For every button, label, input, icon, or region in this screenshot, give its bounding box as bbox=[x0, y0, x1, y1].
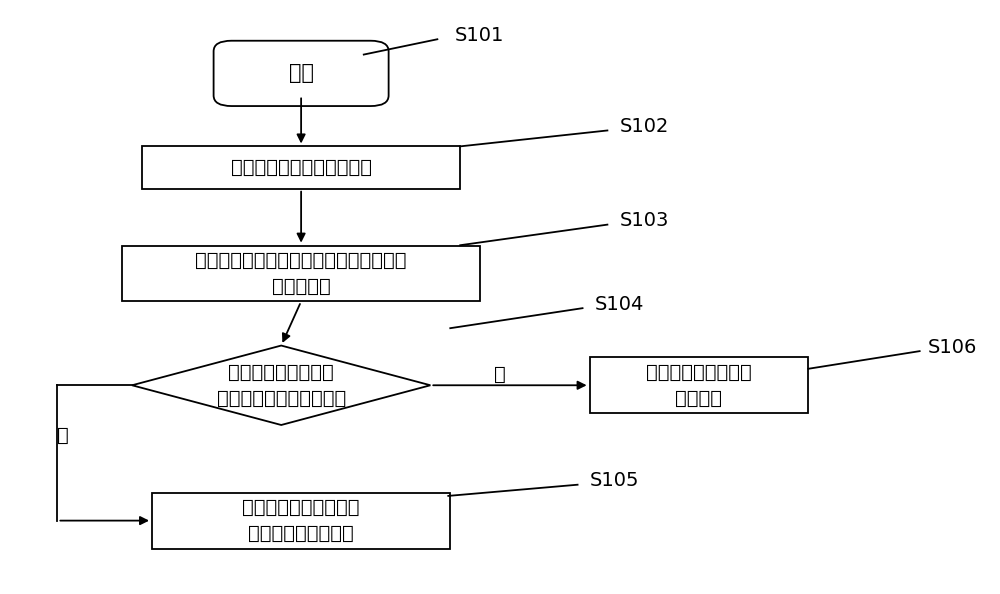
Text: 否: 否 bbox=[494, 365, 506, 384]
Text: 是: 是 bbox=[57, 426, 68, 445]
Text: 上述的图像数据是否
满足预定的手势图像标准: 上述的图像数据是否 满足预定的手势图像标准 bbox=[217, 362, 346, 408]
Text: S102: S102 bbox=[619, 117, 669, 136]
Text: S105: S105 bbox=[590, 471, 639, 490]
Bar bbox=[590, 358, 808, 413]
Polygon shape bbox=[132, 346, 430, 425]
Text: S101: S101 bbox=[455, 26, 505, 45]
Bar bbox=[142, 146, 460, 189]
Text: S104: S104 bbox=[594, 295, 644, 314]
Text: S103: S103 bbox=[619, 211, 669, 230]
Text: 开始: 开始 bbox=[289, 64, 314, 83]
Text: 根据上述的图像数据，形成静态或者动态
的图像数据: 根据上述的图像数据，形成静态或者动态 的图像数据 bbox=[195, 251, 407, 296]
Text: S106: S106 bbox=[928, 337, 977, 356]
FancyBboxPatch shape bbox=[214, 41, 389, 106]
Bar bbox=[122, 245, 480, 301]
Bar bbox=[152, 492, 450, 549]
Text: 不对上述的图像数据
进行储存: 不对上述的图像数据 进行储存 bbox=[646, 362, 752, 408]
Text: 获取驾驶环境中的图像数据: 获取驾驶环境中的图像数据 bbox=[231, 158, 372, 177]
Text: 对上述的图像数据进行
储存后输出手势指令: 对上述的图像数据进行 储存后输出手势指令 bbox=[242, 498, 360, 544]
